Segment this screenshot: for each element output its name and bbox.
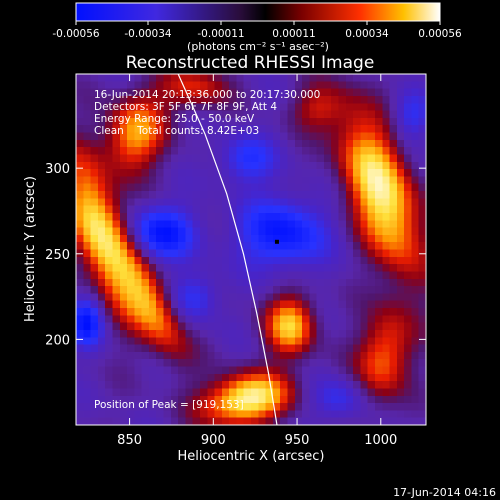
x-axis-label: Heliocentric X (arcsec): [178, 449, 325, 464]
y-axis-label: Heliocentric Y (arcsec): [23, 176, 38, 322]
chart-title: Reconstructed RHESSI Image: [126, 53, 375, 73]
colorbar-tick-label: 0.00056: [418, 28, 462, 40]
colorbar-tick-label: -0.00056: [52, 28, 100, 40]
colorbar-tick-label: -0.00011: [197, 28, 244, 40]
peak-position-label: Position of Peak = [919,153]: [94, 399, 244, 411]
heatmap-image: [76, 74, 426, 425]
y-tick-label: 300: [45, 162, 70, 177]
x-tick-label: 950: [285, 433, 310, 448]
annotation-line-2: Detectors: 3F 5F 6F 7F 8F 9F, Att 4: [94, 101, 277, 113]
peak-marker: [274, 239, 279, 244]
render-date: 17-Jun-2014 04:16: [393, 486, 496, 499]
y-tick-label: 250: [45, 248, 70, 263]
colorbar-ticks: -0.00056 -0.00034 -0.00011 0.00011 0.00034 0.…: [52, 21, 462, 40]
x-tick-label: 850: [117, 433, 142, 448]
x-tick-label: 900: [201, 433, 226, 448]
colorbar-tick-label: 0.00011: [272, 28, 315, 40]
colorbar: [75, 2, 441, 22]
annotation-line-1: 16-Jun-2014 20:13:36.000 to 20:17:30.000: [94, 89, 320, 101]
annotation-line-3: Energy Range: 25.0 - 50.0 keV: [94, 113, 255, 125]
colorbar-tick-label: 0.00034: [345, 28, 389, 40]
colorbar-unit-label: (photons cm⁻² s⁻¹ asec⁻²): [187, 40, 329, 53]
annotation-line-4: Clean Total counts: 8.42E+03: [94, 125, 259, 137]
solar-limb-curve: [177, 73, 278, 426]
plot-area: 850 900 950 1000 200 250 300 16-Jun-2014 20:13…: [45, 73, 427, 448]
x-tick-label: 1000: [364, 433, 397, 448]
colorbar-tick-label: -0.00034: [124, 28, 172, 40]
axis-ticks: 850 900 950 1000 200 250 300: [45, 74, 426, 448]
plot-frame: [75, 73, 427, 426]
y-tick-label: 200: [45, 333, 70, 348]
